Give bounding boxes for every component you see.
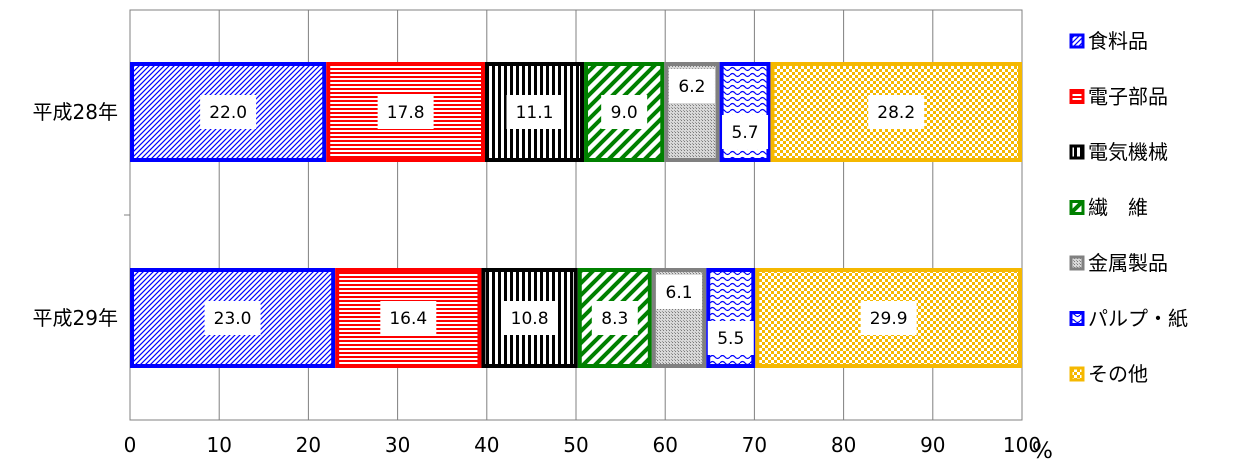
- legend-swatch: [1069, 255, 1085, 271]
- data-label: 22.0: [209, 103, 247, 123]
- legend-label: 食料品: [1088, 29, 1148, 53]
- data-label-box: [506, 95, 563, 129]
- data-label-box: [200, 95, 257, 129]
- legend-item: 繊 維: [1069, 196, 1148, 220]
- legend-label: 電気機械: [1088, 140, 1168, 164]
- data-labels: 22.0 17.8 11.1 9.0 6.2 5.7 28.2 23.0 16.4 10.8 8.3…: [200, 69, 925, 355]
- data-label-box: [501, 301, 558, 335]
- data-label-box: [377, 95, 434, 129]
- data-label: 8.3: [601, 309, 628, 329]
- legend-label: パルプ・紙: [1088, 307, 1188, 331]
- x-tick-label: 60: [652, 433, 677, 457]
- x-axis-unit-label: %: [1032, 439, 1053, 461]
- data-label-box: [380, 301, 437, 335]
- legend-item: 電気機械: [1069, 140, 1168, 164]
- data-label: 5.5: [717, 329, 744, 349]
- data-label-box: [868, 95, 925, 129]
- legend-swatch: [1069, 311, 1085, 326]
- legend-swatch: [1069, 144, 1085, 160]
- category-label: 平成29年: [33, 306, 118, 330]
- data-label-box: [668, 69, 715, 103]
- legend-item: 食料品: [1069, 29, 1148, 53]
- x-tick-label: 30: [385, 433, 410, 457]
- data-label: 10.8: [511, 309, 549, 329]
- data-label: 23.0: [214, 309, 252, 329]
- data-label-box: [601, 95, 648, 129]
- data-label-box: [860, 301, 917, 335]
- legend-swatch: [1069, 366, 1085, 382]
- data-label: 5.7: [732, 123, 759, 143]
- x-tick-label: 80: [831, 433, 856, 457]
- legend-item: その他: [1069, 362, 1148, 386]
- data-label: 11.1: [516, 103, 554, 123]
- data-label-box: [204, 301, 261, 335]
- x-tick-label: 100: [1003, 433, 1041, 457]
- x-tick-label: 0: [124, 433, 137, 457]
- data-label: 9.0: [611, 103, 638, 123]
- legend-label: 金属製品: [1088, 251, 1168, 275]
- x-tick-label: 90: [920, 433, 945, 457]
- legend-label: 繊 維: [1088, 196, 1148, 220]
- data-label-box: [591, 301, 638, 335]
- legend-item: 金属製品: [1069, 251, 1168, 275]
- x-tick-label: 10: [206, 433, 231, 457]
- legend-swatch: [1069, 89, 1085, 104]
- legend-label: その他: [1088, 362, 1148, 386]
- legend-item: パルプ・紙: [1069, 307, 1188, 331]
- data-label: 6.1: [666, 283, 693, 303]
- legend-swatch: [1069, 33, 1085, 49]
- data-label: 16.4: [389, 309, 427, 329]
- data-label-box: [656, 275, 703, 309]
- data-label: 17.8: [387, 103, 425, 123]
- x-tick-label: 20: [296, 433, 321, 457]
- category-label: 平成28年: [33, 100, 118, 124]
- data-label: 6.2: [678, 77, 705, 97]
- data-label-box: [722, 115, 769, 149]
- x-tick-label: 50: [563, 433, 588, 457]
- legend-label: 電子部品: [1088, 85, 1168, 109]
- data-label: 28.2: [877, 103, 915, 123]
- x-tick-label: 70: [742, 433, 767, 457]
- bar-segment: [577, 268, 652, 368]
- data-label: 29.9: [870, 309, 908, 329]
- x-tick-label: 40: [474, 433, 499, 457]
- data-label-box: [707, 321, 754, 355]
- legend-swatch: [1069, 200, 1085, 215]
- legend-item: 電子部品: [1069, 85, 1168, 109]
